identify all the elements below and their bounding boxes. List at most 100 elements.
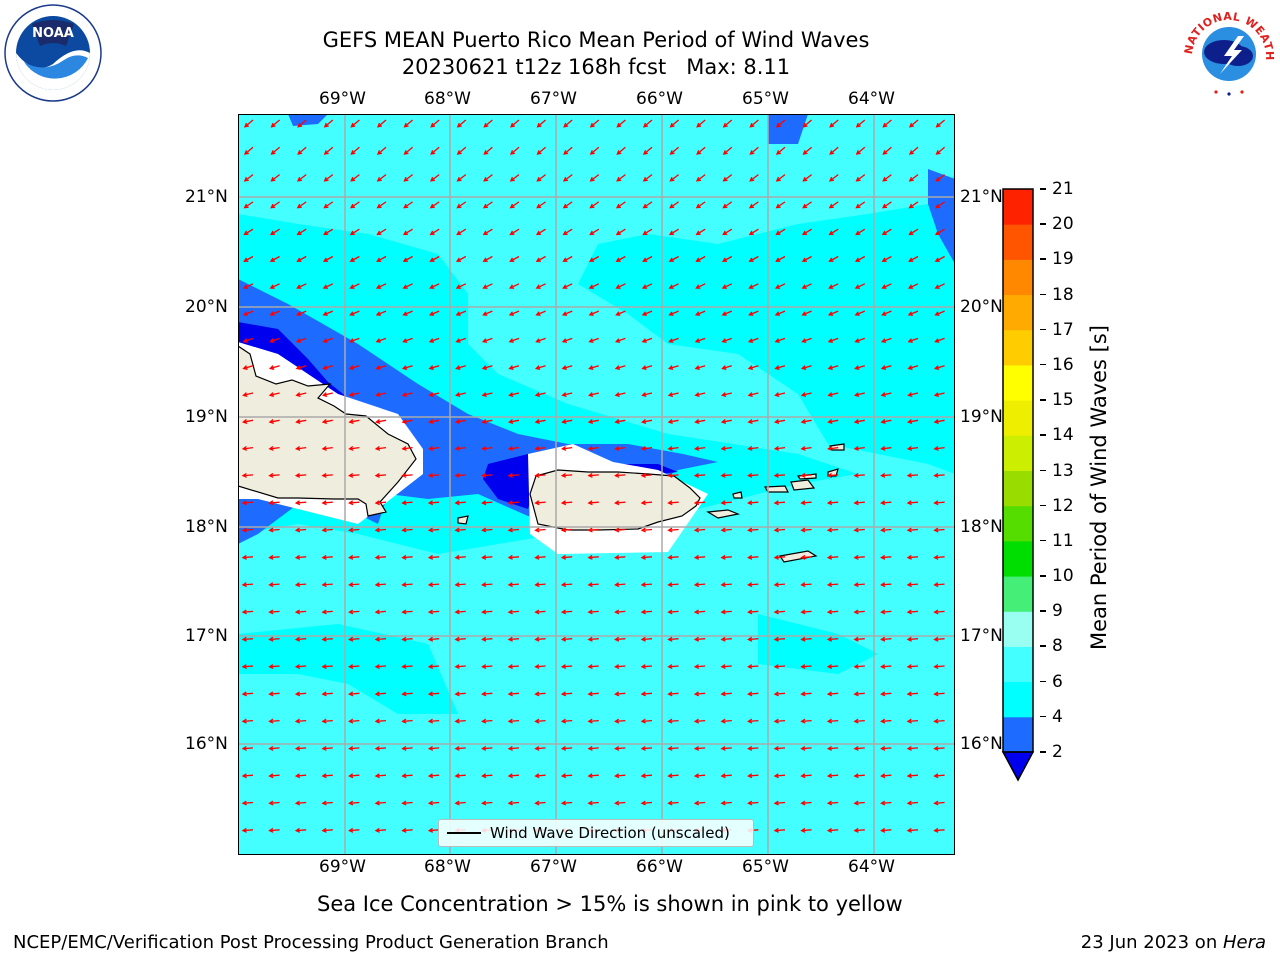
wind-wave-arrow [614,582,626,588]
land-virgin-islands-2 [790,479,816,491]
wind-wave-arrow [747,636,759,642]
wind-wave-arrow [481,365,493,370]
wind-wave-arrow [694,446,706,451]
wind-wave-arrow [908,201,919,209]
lat-label-right-18n: 18°N [960,517,1003,537]
wind-wave-arrow [534,800,546,806]
wind-wave-arrow [481,392,493,397]
lat-label-left-16n: 16°N [185,734,228,754]
wind-wave-arrow [907,365,919,370]
wind-wave-arrow [587,500,599,506]
wind-wave-arrow [295,310,307,316]
wind-wave-arrow [349,228,360,236]
wind-wave-arrow [241,745,254,751]
wind-wave-arrow [535,283,546,289]
wind-wave-arrow [587,446,599,451]
wind-wave-arrow [454,446,466,451]
wind-wave-arrow [587,582,599,588]
wind-wave-arrow [933,609,945,615]
wind-wave-arrow [614,609,626,615]
wind-wave-arrow [589,201,600,209]
wind-wave-arrow [241,527,254,533]
wind-wave-arrow [481,609,493,615]
wind-wave-arrow [800,718,812,724]
wind-wave-arrow [321,500,333,506]
wind-wave-arrow [321,392,333,397]
lat-label-right-19n: 19°N [960,407,1003,427]
wind-wave-arrow [615,310,626,316]
wind-wave-arrow [853,446,865,451]
wind-wave-arrow [800,691,812,697]
wind-wave-arrow [589,119,600,128]
wind-wave-arrow [693,609,706,615]
wind-wave-arrow [933,554,945,560]
colorbar-tick-label: 14 [1052,425,1074,446]
wind-wave-arrow [669,146,680,155]
wind-wave-arrow [748,310,759,316]
wind-wave-arrow [614,554,626,560]
wind-wave-arrow [401,664,413,670]
wind-wave-arrow [800,365,812,370]
wind-wave-arrow [640,800,653,806]
wind-wave-arrow [669,174,679,182]
wind-wave-arrow [614,527,626,533]
wave-period-below-2-region [238,322,678,509]
wind-wave-arrow [933,527,945,533]
wind-wave-arrow [667,365,679,370]
graticule [238,114,955,855]
wind-wave-arrow [563,146,573,155]
wind-wave-arrow [323,228,334,236]
wind-wave-arrow [828,228,839,236]
wind-wave-arrow [640,691,653,697]
colorbar-tick [1040,328,1046,331]
wind-wave-arrow [374,773,387,779]
wind-wave-arrow [348,664,360,670]
wind-wave-arrow [880,827,892,833]
lon-label-bottom-68w: 68°W [424,857,471,877]
wind-wave-arrow [374,664,387,670]
wind-wave-arrow [322,255,334,262]
wind-wave-arrow [321,745,333,751]
wind-wave-arrow [695,228,706,236]
wind-wave-arrow [534,500,546,506]
wind-wave-arrow [773,609,786,615]
wind-wave-arrow [375,337,387,343]
wind-wave-arrow [880,745,892,751]
colorbar-band [1003,505,1033,542]
colorbar-tick [1040,293,1046,296]
wind-wave-arrow [321,827,333,833]
lon-label-top-65w: 65°W [742,89,789,109]
colorbar-tick [1040,469,1046,471]
wind-wave-arrow [401,365,413,370]
land-mona-island [457,515,469,525]
wind-wave-arrow [297,146,307,155]
wind-wave-arrow [720,419,732,424]
wind-wave-arrow [773,446,786,451]
wind-wave-arrow [906,472,919,478]
wind-wave-arrow [587,527,599,533]
lat-label-right-17n: 17°N [960,626,1003,646]
wind-wave-arrow [321,582,333,588]
wind-wave-arrow [828,201,839,209]
wind-wave-arrow [508,310,520,316]
wind-wave-arrow [481,800,493,806]
wind-wave-arrow [454,664,466,670]
wind-wave-arrow [454,800,466,806]
wind-wave-arrow [561,337,573,343]
wind-wave-arrow [828,174,839,182]
wind-wave-arrow [456,146,467,155]
wind-wave-arrow [428,392,440,397]
wind-wave-arrow [481,554,493,560]
wind-wave-arrow [455,255,467,262]
wind-wave-arrow [241,582,254,588]
wind-wave-arrow [775,119,786,128]
footer-date: 23 Jun 2023 on Hera [1081,932,1266,954]
wind-wave-arrow [481,745,493,751]
wind-wave-arrow [775,174,786,182]
wind-wave-arrow [268,582,280,588]
wind-wave-arrow [667,691,679,697]
wind-wave-arrow [933,718,945,724]
wind-wave-arrow [800,773,812,779]
wind-wave-arrow [640,446,653,451]
wind-wave-arrow [773,718,786,724]
